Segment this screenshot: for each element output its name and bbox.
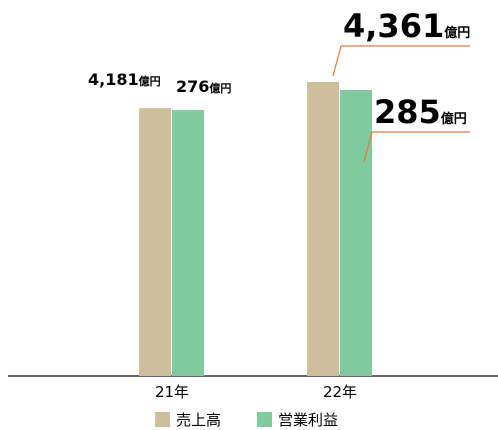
leader-line-sales-22 bbox=[332, 45, 470, 77]
value-label-profit-21: 276億円 bbox=[176, 77, 231, 96]
value-label-sales-21: 4,181億円 bbox=[88, 70, 161, 89]
value-label-sales-22: 4,361億円 bbox=[343, 7, 470, 45]
bar-sales-21 bbox=[139, 108, 171, 377]
leader-line-profit-22 bbox=[363, 131, 470, 163]
legend-swatch-profit bbox=[257, 412, 272, 427]
category-label-22: 22年 bbox=[323, 383, 357, 401]
legend-label-sales: 売上高 bbox=[176, 411, 221, 429]
bar-sales-22 bbox=[307, 82, 339, 376]
bar-profit-22 bbox=[340, 90, 372, 376]
value-label-profit-22: 285億円 bbox=[374, 93, 467, 131]
bar-profit-21 bbox=[172, 110, 204, 377]
legend-label-profit: 営業利益 bbox=[278, 411, 338, 429]
legend-swatch-sales bbox=[155, 412, 170, 427]
category-label-21: 21年 bbox=[155, 383, 189, 401]
